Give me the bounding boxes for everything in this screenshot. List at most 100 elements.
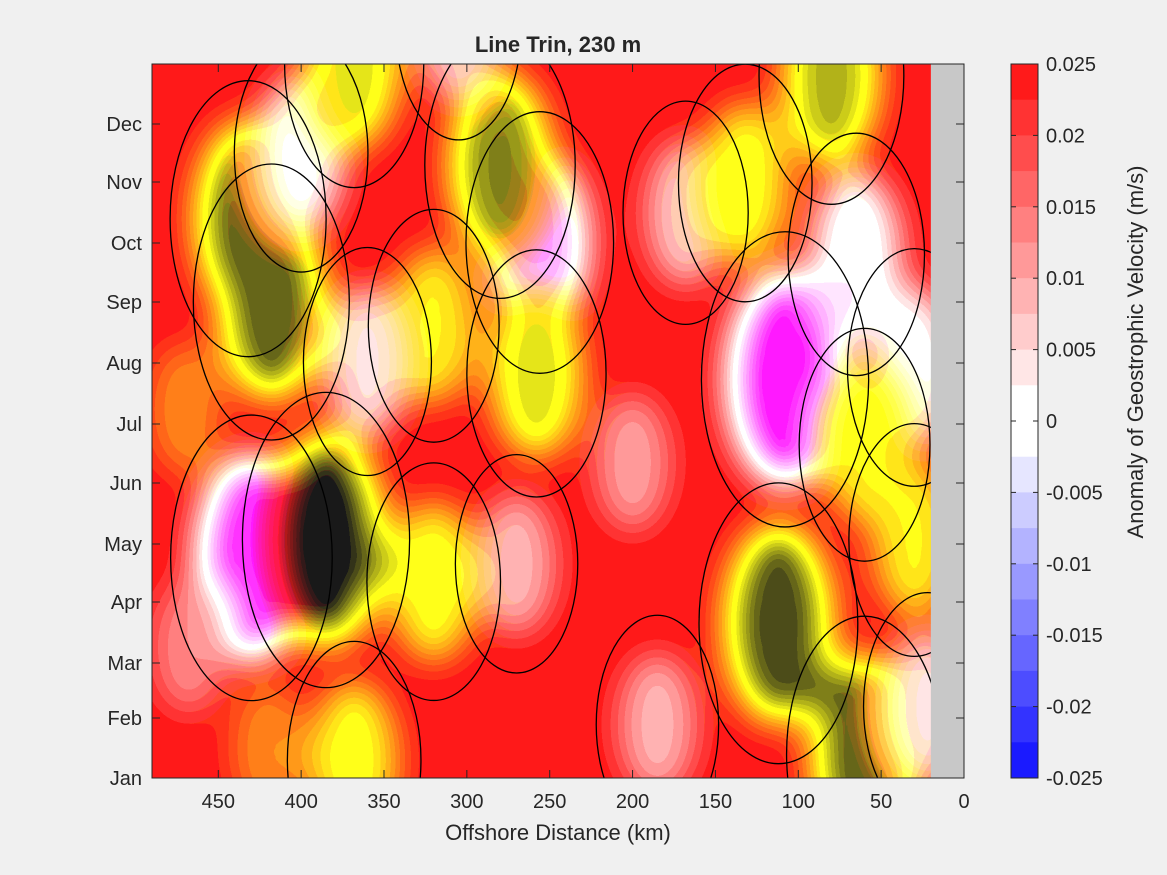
colorbar-band bbox=[1011, 421, 1038, 458]
zero-contour bbox=[398, 64, 519, 141]
zero-contour bbox=[241, 391, 411, 689]
zero-contour bbox=[302, 246, 433, 477]
colorbar-band bbox=[1011, 171, 1038, 208]
zero-contour bbox=[862, 591, 964, 778]
x-tick-label: 250 bbox=[533, 791, 566, 813]
zero-contour-lines bbox=[169, 64, 964, 778]
colorbar-tick-label: -0.02 bbox=[1046, 697, 1092, 719]
zero-contour bbox=[283, 64, 425, 189]
zero-contour bbox=[366, 462, 502, 702]
x-tick-label: 450 bbox=[202, 791, 235, 813]
zero-contour bbox=[367, 208, 500, 443]
anomaly-blob bbox=[698, 99, 793, 267]
zero-contour bbox=[169, 414, 333, 702]
colorbar-band bbox=[1011, 742, 1038, 779]
anomaly-blob bbox=[819, 363, 910, 527]
zero-contour bbox=[622, 100, 749, 325]
x-tick-label: 150 bbox=[699, 791, 732, 813]
no-data-region bbox=[930, 64, 964, 778]
zero-contour bbox=[465, 111, 615, 374]
colorbar-band bbox=[1011, 242, 1038, 279]
anomaly-blob bbox=[616, 650, 699, 778]
y-tick-label: Jun bbox=[110, 473, 142, 495]
colorbar-band bbox=[1011, 385, 1038, 422]
colorbar-band bbox=[1011, 492, 1038, 529]
zero-contour bbox=[454, 453, 579, 674]
zero-contour bbox=[698, 482, 859, 765]
colorbar-band bbox=[1011, 313, 1038, 351]
colorbar-band bbox=[1011, 528, 1038, 565]
y-tick-label: Apr bbox=[111, 592, 142, 614]
colorbar-band bbox=[1011, 349, 1038, 386]
colorbar-band bbox=[1011, 563, 1038, 600]
colorbar-band bbox=[1011, 599, 1038, 636]
colorbar-tick-label: 0.015 bbox=[1046, 197, 1096, 219]
colorbar-ticks: 0.025 0.02 0.015 0.01 0.005 0 -0.005 -0.01 -0.01… bbox=[1011, 54, 1103, 790]
zero-contour bbox=[424, 64, 576, 299]
y-tick-label: Mar bbox=[108, 653, 143, 675]
x-axis-label: Offshore Distance (km) bbox=[445, 820, 671, 845]
zero-contour bbox=[798, 327, 931, 562]
colorbar-band bbox=[1011, 456, 1038, 493]
anomaly-blob bbox=[721, 266, 849, 492]
x-tick-label: 200 bbox=[616, 791, 649, 813]
colorbar bbox=[1010, 63, 1039, 779]
anomaly-blob bbox=[719, 517, 838, 729]
zero-contour bbox=[700, 231, 870, 528]
y-tick-label: Feb bbox=[108, 708, 142, 730]
colorbar-tick-label: -0.015 bbox=[1046, 625, 1103, 647]
zero-contour bbox=[846, 248, 964, 487]
colorbar-tick-label: -0.025 bbox=[1046, 768, 1103, 790]
anomaly-blob bbox=[808, 168, 905, 341]
colorbar-band bbox=[1011, 99, 1038, 136]
anomaly-blob bbox=[152, 339, 224, 479]
x-tick-label: 350 bbox=[367, 791, 400, 813]
colorbar-band bbox=[1011, 706, 1038, 743]
anomaly-blob bbox=[475, 489, 558, 638]
anomaly-blob bbox=[323, 282, 412, 441]
x-axis-ticks: 450 400 350 300 250 200 150 100 50 0 bbox=[202, 64, 970, 813]
chart-title: Line Trin, 230 m bbox=[475, 32, 641, 57]
anomaly-blob bbox=[262, 427, 390, 653]
colorbar-tick-label: -0.01 bbox=[1046, 554, 1092, 576]
anomaly-blob bbox=[213, 199, 330, 405]
anomaly-blob bbox=[307, 676, 401, 778]
zero-contour bbox=[595, 614, 720, 778]
y-tick-label: Jan bbox=[110, 768, 142, 790]
plot-frame bbox=[151, 63, 965, 779]
colorbar-band bbox=[1011, 278, 1038, 315]
anomaly-blob bbox=[386, 497, 481, 666]
zero-contour bbox=[233, 64, 369, 273]
y-tick-label: May bbox=[104, 534, 142, 556]
x-tick-label: 50 bbox=[870, 791, 892, 813]
anomaly-blob bbox=[592, 390, 673, 535]
zero-contour bbox=[787, 132, 926, 377]
colorbar-band bbox=[1011, 670, 1038, 708]
x-tick-label: 400 bbox=[284, 791, 317, 813]
y-tick-label: Oct bbox=[111, 233, 143, 255]
y-tick-label: Nov bbox=[106, 172, 142, 194]
colorbar-band bbox=[1011, 135, 1038, 172]
y-tick-label: Aug bbox=[106, 353, 142, 375]
x-tick-label: 300 bbox=[450, 791, 483, 813]
colorbar-band bbox=[1011, 635, 1038, 672]
y-tick-label: Sep bbox=[106, 292, 142, 314]
velocity-field bbox=[152, 64, 964, 778]
colorbar-tick-label: 0.025 bbox=[1046, 54, 1096, 76]
colorbar-band bbox=[1011, 64, 1038, 101]
y-tick-label: Jul bbox=[116, 414, 142, 436]
zero-contour bbox=[758, 64, 905, 205]
colorbar-tick-label: 0.005 bbox=[1046, 340, 1096, 362]
y-axis-ticks: Jan Feb Mar Apr May Jun Jul Aug Sep Oct Nov Dec bbox=[104, 114, 964, 790]
x-tick-label: 0 bbox=[958, 791, 969, 813]
anomaly-blob bbox=[444, 66, 556, 264]
zero-contour bbox=[192, 163, 350, 441]
zero-contour bbox=[286, 640, 422, 778]
x-tick-label: 100 bbox=[782, 791, 815, 813]
zero-contour bbox=[466, 249, 607, 498]
y-tick-label: Dec bbox=[106, 114, 142, 136]
anomaly-blob bbox=[152, 577, 227, 717]
colorbar-tick-label: 0 bbox=[1046, 411, 1057, 433]
colorbar-label: Anomaly of Geostrophic Velocity (m/s) bbox=[1123, 166, 1148, 539]
